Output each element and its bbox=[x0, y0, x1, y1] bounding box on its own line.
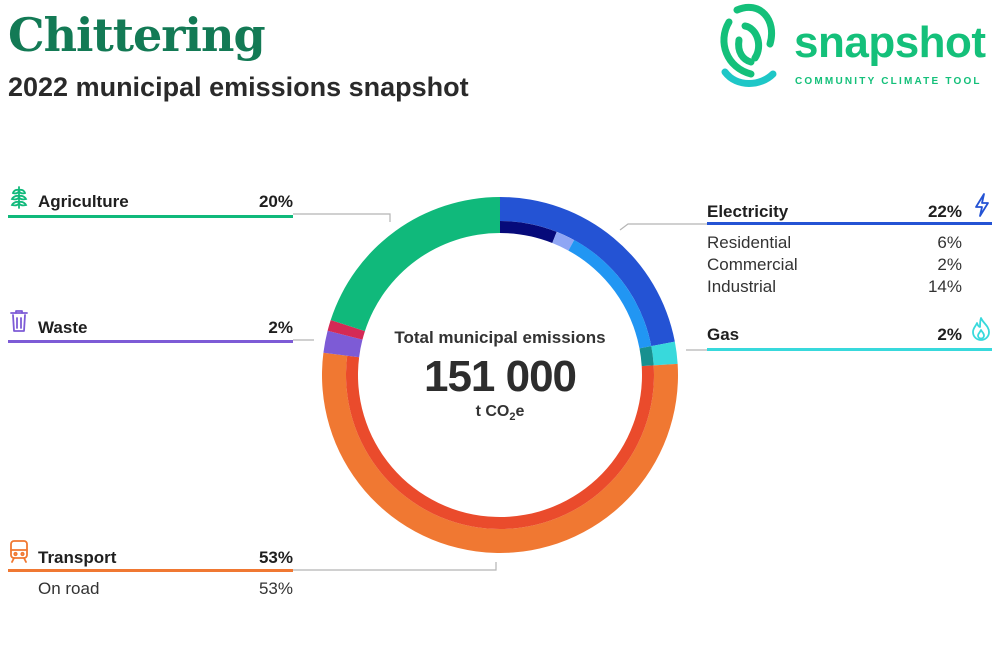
leader-line-transport bbox=[293, 562, 497, 571]
sub-arc-residential bbox=[500, 221, 557, 243]
sub-pct-industrial: 14% bbox=[927, 277, 962, 296]
sub-arc-industrial bbox=[568, 240, 652, 349]
total-emissions-value: 151 000 bbox=[423, 352, 577, 401]
arc-electricity bbox=[500, 197, 675, 347]
sub-pct-commercial: 2% bbox=[937, 255, 962, 274]
category-pct-agriculture: 20% bbox=[258, 192, 293, 211]
plant-icon bbox=[10, 186, 28, 209]
category-transport[interactable]: Transport 53% On road 53% bbox=[8, 538, 293, 608]
leader-line-agriculture bbox=[293, 213, 391, 222]
trash-icon bbox=[10, 310, 28, 332]
logo-tagline: COMMUNITY CLIMATE TOOL bbox=[795, 76, 982, 87]
category-name-waste: Waste bbox=[38, 318, 88, 337]
category-line-electricity bbox=[707, 222, 992, 225]
sub-row-residential: Residential 6% bbox=[707, 233, 962, 255]
category-name-gas: Gas bbox=[707, 325, 740, 344]
category-gas[interactable]: Gas 2% bbox=[707, 316, 992, 352]
sub-name-commercial: Commercial bbox=[707, 255, 798, 274]
page-title: Chittering bbox=[8, 8, 266, 62]
total-emissions-unit: t CO2e bbox=[475, 403, 525, 424]
category-waste[interactable]: Waste 2% bbox=[8, 308, 293, 344]
snapshot-logo[interactable]: snapshot COMMUNITY CLIMATE TOOL bbox=[715, 2, 1000, 92]
category-agriculture[interactable]: Agriculture 20% bbox=[8, 184, 293, 220]
arc-agriculture bbox=[330, 197, 500, 332]
category-name-agriculture: Agriculture bbox=[38, 192, 129, 211]
train-icon bbox=[10, 540, 28, 563]
sub-name-residential: Residential bbox=[707, 233, 792, 252]
category-name-transport: Transport bbox=[38, 548, 117, 567]
sub-row-on-road: On road 53% bbox=[38, 579, 293, 601]
leader-line-electricity bbox=[619, 223, 707, 231]
sub-name-industrial: Industrial bbox=[707, 277, 776, 296]
fingerprint-logo-icon bbox=[720, 3, 777, 87]
sub-name-on-road: On road bbox=[38, 579, 100, 598]
arc-transport bbox=[322, 352, 678, 554]
category-pct-waste: 2% bbox=[268, 318, 293, 337]
category-line-agriculture bbox=[8, 215, 293, 218]
category-line-transport bbox=[8, 569, 293, 572]
category-pct-gas: 2% bbox=[937, 325, 962, 344]
arc-other bbox=[327, 319, 365, 340]
center-title: Total municipal emissions bbox=[394, 328, 606, 347]
arc-waste bbox=[323, 330, 363, 358]
category-line-gas bbox=[707, 348, 992, 351]
sub-row-commercial: Commercial 2% bbox=[707, 255, 962, 277]
arc-gas bbox=[651, 341, 678, 366]
lightning-icon bbox=[975, 193, 989, 217]
flame-icon bbox=[972, 317, 990, 341]
sub-arc-gas bbox=[639, 346, 654, 367]
category-electricity[interactable]: Electricity 22% Residential 6% Commercia… bbox=[707, 192, 992, 302]
category-pct-electricity: 22% bbox=[927, 202, 962, 221]
sub-row-industrial: Industrial 14% bbox=[707, 277, 962, 299]
page-subtitle: 2022 municipal emissions snapshot bbox=[8, 72, 469, 102]
category-line-waste bbox=[8, 340, 293, 343]
sub-pct-on-road: 53% bbox=[258, 579, 293, 598]
logo-wordmark: snapshot bbox=[794, 18, 986, 67]
category-name-electricity: Electricity bbox=[707, 202, 789, 221]
sub-pct-residential: 6% bbox=[937, 233, 962, 252]
sub-arc-commercial bbox=[552, 231, 575, 251]
category-pct-transport: 53% bbox=[258, 548, 293, 567]
